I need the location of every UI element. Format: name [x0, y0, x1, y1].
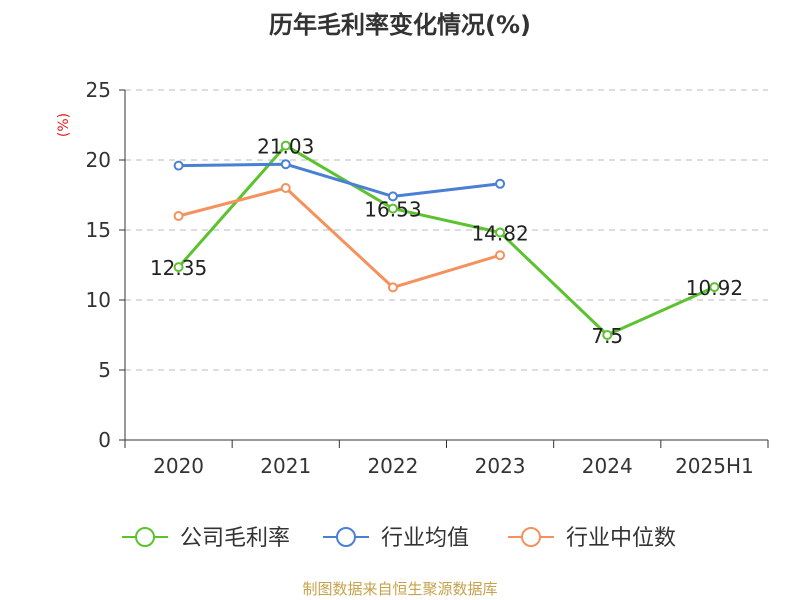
data-label: 7.5	[591, 324, 623, 348]
data-point	[387, 282, 398, 293]
legend-marker	[336, 527, 356, 547]
data-point	[280, 183, 291, 193]
data-point	[495, 227, 506, 238]
data-source-note: 制图数据来自恒生聚源数据库	[302, 580, 498, 598]
data-point	[387, 203, 398, 214]
y-axis-label: (%)	[56, 113, 72, 137]
legend-item[interactable]: 行业中位数	[508, 526, 676, 551]
x-tick-label: 2023	[475, 454, 526, 478]
data-point	[495, 178, 506, 189]
y-tick-label: 10	[86, 288, 111, 312]
x-tick-label: 2020	[153, 454, 204, 478]
data-point	[387, 191, 398, 202]
data-label: 12.35	[150, 256, 207, 280]
y-tick-label: 15	[86, 218, 111, 242]
data-point	[173, 211, 184, 221]
data-point	[173, 160, 184, 171]
data-label: 10.92	[686, 276, 743, 300]
x-tick-label: 2022	[367, 454, 418, 478]
legend-label: 行业中位数	[566, 526, 676, 551]
data-label: 14.82	[471, 222, 528, 246]
x-tick-label: 2021	[260, 454, 311, 478]
y-tick-label: 5	[98, 358, 111, 382]
legend-marker	[135, 527, 155, 547]
chart-title: 历年毛利率变化情况(%)	[269, 11, 531, 39]
data-point	[173, 262, 184, 273]
data-point	[280, 140, 291, 151]
legend-marker	[521, 527, 541, 547]
series-line	[178, 162, 501, 198]
data-point	[280, 159, 291, 170]
data-label: 16.53	[364, 198, 421, 222]
legend-item[interactable]: 行业均值	[323, 526, 469, 551]
data-point	[602, 330, 613, 340]
y-tick-label: 20	[86, 148, 111, 172]
data-label: 21.03	[257, 135, 314, 159]
legend-label: 公司毛利率	[180, 526, 290, 551]
legend-label: 行业均值	[381, 526, 469, 551]
legend-item[interactable]: 公司毛利率	[122, 526, 290, 551]
y-tick-label: 0	[98, 428, 111, 452]
x-tick-label: 2024	[582, 454, 633, 478]
series-line	[178, 186, 501, 289]
data-point	[495, 250, 506, 261]
x-tick-label: 2025H1	[675, 454, 754, 478]
y-tick-label: 25	[86, 78, 111, 102]
data-point	[709, 282, 720, 293]
series-line	[177, 144, 716, 337]
